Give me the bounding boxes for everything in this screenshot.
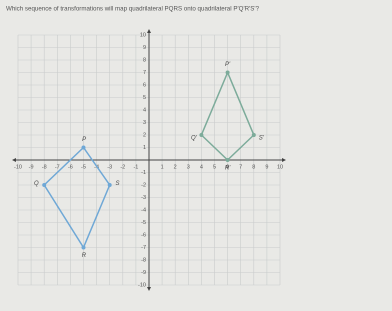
x-tick-label: -1 [133,164,138,170]
y-tick-label: 4 [143,107,146,113]
y-tick-label: -3 [141,195,146,201]
y-tick-label: -8 [141,257,146,263]
x-tick-label: 8 [252,164,255,170]
y-tick-label: -5 [141,220,146,226]
y-tick-label: 3 [143,120,146,126]
vertex-label: Q' [191,135,198,141]
vertex [251,133,256,137]
x-tick-label: -8 [42,164,47,170]
x-tick-label: -2 [120,164,125,170]
chart-title: Which sequence of transformations will m… [6,6,260,13]
plot: -10 -9 -8 -7 -6 -5 -4 -3 -2 -1 1 2 3 4 5 6 7 8 9 10 -10 -9 -8 -… [12,29,286,291]
y-tick-label: -1 [141,170,146,176]
vertex [107,183,112,187]
vertex [225,70,230,75]
x-tick-label: -9 [29,164,34,170]
y-tick-label: -7 [141,245,146,251]
x-tick-label: -7 [55,164,60,170]
vertex-label: P [82,137,86,143]
y-tick-label: 9 [143,45,146,51]
x-tick-label: -10 [14,164,22,170]
y-tick-label: 7 [143,70,146,76]
vertex [199,133,204,137]
x-tick-label: -3 [107,164,112,170]
y-tick-label: -2 [141,182,146,188]
y-tick-label: 1 [143,145,146,151]
y-tick-label: 10 [140,32,146,38]
x-tick-label: 1 [161,164,164,170]
y-tick-label: -6 [141,232,146,238]
x-tick-label: 2 [174,164,177,170]
y-tick-label: -9 [141,270,146,276]
y-tick-label: 5 [143,95,146,101]
y-tick-label: 6 [143,82,146,88]
vertex [81,245,86,250]
y-tick-label: 8 [143,57,146,63]
x-tick-label: 5 [213,164,216,170]
vertex-label: S' [259,135,265,141]
y-tick-label: -10 [138,282,146,288]
vertex-label: P' [225,62,231,68]
vertex-label: R [82,253,87,259]
x-tick-label: 6 [226,164,229,170]
x-tick-label: 10 [277,164,283,170]
vertex-label: S [116,181,120,187]
vertex [81,145,86,150]
vertex [225,158,230,162]
y-tick-label: -4 [141,207,146,213]
x-tick-label: -5 [81,164,86,170]
y-tick-label: 2 [143,132,146,138]
x-tick-label: -6 [68,164,73,170]
x-tick-label: 4 [200,164,203,170]
x-tick-label: 9 [265,164,268,170]
vertex-label: R' [225,166,231,172]
x-tick-label: 7 [239,164,242,170]
vertex-label: Q [34,181,39,187]
vertex [42,183,47,187]
x-tick-label: 3 [187,164,190,170]
